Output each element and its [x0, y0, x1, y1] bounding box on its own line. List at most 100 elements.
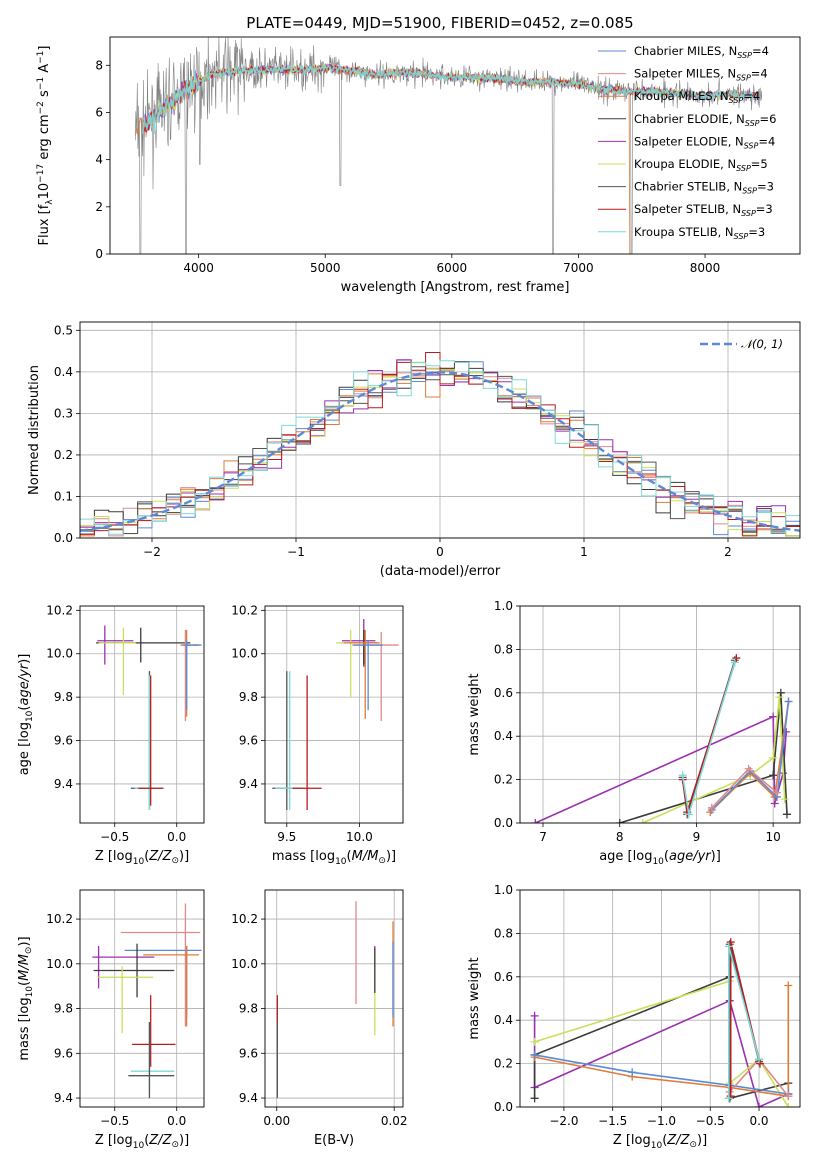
label-part: =4 — [752, 44, 769, 58]
weight-marker — [769, 712, 778, 721]
x-tick-label: 10 — [766, 830, 781, 844]
errorbar-point — [96, 627, 191, 663]
weight-marker — [744, 764, 753, 773]
errorbar-point — [343, 629, 380, 719]
y-tick-label: 4 — [95, 153, 103, 167]
y-tick-label: 0.2 — [494, 1057, 513, 1071]
label-part: ⊙ — [689, 1140, 697, 1150]
label-part: 10 — [652, 857, 664, 867]
weight-marker — [530, 1094, 539, 1103]
label-part: −1 — [36, 51, 46, 64]
label-part: )] — [179, 1133, 189, 1148]
label-part: =4 — [751, 67, 768, 81]
plot-area — [80, 352, 800, 537]
label-part: M/M — [352, 849, 379, 864]
label-part: Kroupa MILES, N — [634, 89, 729, 103]
plot-area — [96, 625, 202, 810]
x-axis-label: mass [log10(M/M⊙)] — [272, 849, 396, 867]
spectrum-panel: 4000 5000 6000 7000 8000 0 2 4 6 8 Chabrier MILES,… — [36, 36, 801, 295]
x-axis-label: age [log10(age/yr)] — [599, 849, 721, 867]
x-tick-label: 9 — [693, 830, 701, 844]
errorbar-point — [130, 1021, 175, 1094]
y-tick-label: 9.6 — [54, 1046, 73, 1060]
label-part: ( — [347, 849, 352, 864]
label-part: Chabrier ELODIE, N — [634, 112, 745, 126]
label-part: Salpeter STELIB, N — [634, 202, 741, 216]
label-part: 10 — [25, 710, 35, 722]
label-part: ( — [144, 1133, 149, 1148]
label-part: (data-model)/error — [380, 564, 501, 579]
errorbar-point — [92, 945, 155, 989]
label-part: Salpeter MILES, N — [634, 67, 736, 81]
x-tick-label: −0.5 — [696, 1114, 725, 1128]
weight-marker — [732, 654, 741, 663]
label-part: −1 — [36, 77, 46, 90]
errorbar-point — [120, 903, 201, 1027]
label-part: age/yr — [17, 662, 32, 705]
y-tick-label: 9.8 — [239, 690, 258, 704]
plot-area — [92, 903, 202, 1099]
weight-line — [534, 1054, 789, 1095]
plot-area — [276, 901, 394, 1099]
histogram-series — [80, 360, 800, 537]
label-part: ( — [144, 849, 149, 864]
legend-label: Salpeter ELODIE, NSSP=4 — [634, 134, 775, 150]
x-tick-label: 0.02 — [381, 1114, 408, 1128]
weight-marker — [784, 697, 793, 706]
label-part: A — [37, 64, 52, 77]
label-part: 10 — [133, 857, 145, 867]
axes-frame — [519, 889, 801, 1108]
label-part: age/yr — [669, 849, 712, 864]
label-part: =4 — [758, 134, 775, 148]
weight-marker — [707, 803, 716, 812]
weight-marker — [782, 810, 791, 819]
x-axis-label: (data-model)/error — [380, 564, 501, 579]
y-axis-label: Normed distribution — [27, 365, 42, 495]
y-tick-label: 10.0 — [46, 957, 73, 971]
label-part: Z/Z — [148, 849, 172, 864]
label-part: Kroupa ELODIE, N — [634, 157, 736, 171]
label-part: E(B-V) — [314, 1133, 354, 1148]
x-tick-label: −0.5 — [100, 830, 129, 844]
label-part: Chabrier MILES, N — [634, 44, 737, 58]
label-part: SSP — [736, 164, 751, 173]
x-tick-label: 2 — [724, 545, 732, 559]
label-part: erg cm — [37, 114, 52, 163]
label-part: ⊙ — [171, 1140, 179, 1150]
label-part: −2 — [36, 101, 46, 114]
label-part: Z [log — [95, 849, 133, 864]
label-part: )] — [179, 849, 189, 864]
y-axis-label: mass [log10(M/M⊙)] — [17, 936, 35, 1060]
y-tick-label: 10.0 — [231, 647, 258, 661]
label-part: Kroupa STELIB, N — [634, 225, 734, 239]
weight-marker — [784, 1092, 793, 1101]
x-tick-label: 1 — [580, 545, 588, 559]
y-tick-label: 0 — [95, 247, 103, 261]
label-part: =3 — [748, 225, 765, 239]
label-part: Z/Z — [666, 1133, 690, 1148]
axes-frame — [519, 605, 801, 824]
label-part: Z [log — [613, 1133, 651, 1148]
weight-marker — [724, 942, 733, 951]
label-part: mass weight — [467, 957, 482, 1039]
x-tick-label: 7 — [539, 830, 547, 844]
label-part: wavelength [Angstrom, rest frame] — [341, 280, 570, 295]
weight-marker — [775, 693, 784, 702]
y-axis-label: Flux [fλ10−17 erg cm−2 s−1 A−1] — [36, 46, 55, 246]
x-tick-label: −1.0 — [647, 1114, 676, 1128]
weight-marker — [678, 771, 687, 780]
errorbar-point — [128, 1021, 175, 1099]
label-part: Z/Z — [148, 1133, 172, 1148]
y-tick-label: 6 — [95, 105, 103, 119]
x-tick-label: 8 — [616, 830, 624, 844]
label-part: =3 — [756, 202, 773, 216]
weight-marker — [784, 1103, 793, 1107]
label-part: 10 — [25, 986, 35, 998]
y-tick-label: 0.8 — [494, 926, 513, 940]
label-part: SSP — [744, 141, 759, 150]
legend-label: Chabrier MILES, NSSP=4 — [634, 44, 769, 60]
y-tick-label: 9.6 — [239, 734, 258, 748]
model-spectrum-line — [134, 64, 633, 254]
